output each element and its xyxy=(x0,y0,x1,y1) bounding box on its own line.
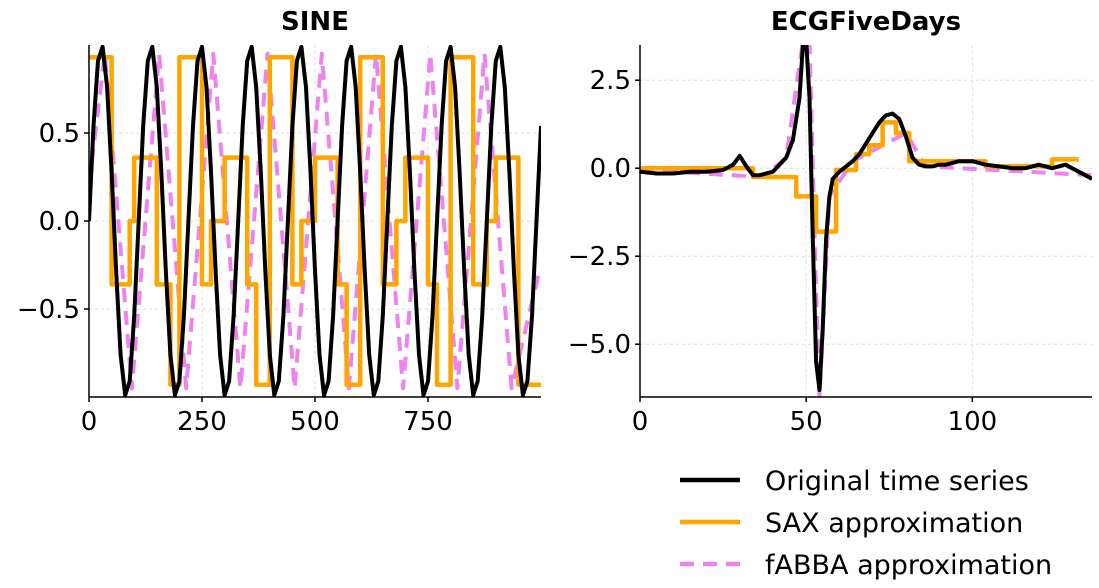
y-tick-label: 2.5 xyxy=(590,66,631,96)
x-tick-label: 50 xyxy=(790,407,823,437)
y-tick-label: −5.0 xyxy=(568,330,631,360)
y-tick-label: 0.0 xyxy=(590,154,631,184)
fabba-legend-label: fABBA approximation xyxy=(765,550,1052,581)
y-tick-label: 0.0 xyxy=(39,207,80,237)
x-tick-label: 250 xyxy=(177,407,227,437)
fabba-series-line xyxy=(89,51,541,391)
chart-title: ECGFiveDays xyxy=(771,7,961,37)
x-tick-label: 100 xyxy=(948,407,998,437)
y-tick-label: 0.5 xyxy=(39,119,80,149)
chart-title: SINE xyxy=(281,7,349,37)
plot-area xyxy=(89,45,541,397)
x-tick-label: 500 xyxy=(290,407,340,437)
sax-legend-label: SAX approximation xyxy=(765,508,1023,539)
sax-series-line xyxy=(640,120,1079,234)
x-tick-label: 0 xyxy=(81,407,98,437)
legend: Original time series SAX approximation fAB… xyxy=(680,466,1052,581)
grid xyxy=(639,45,1092,397)
y-tick-label: −0.5 xyxy=(17,295,80,325)
fabba-series-line xyxy=(640,45,1092,397)
original-legend-label: Original time series xyxy=(765,466,1029,497)
x-tick-label: 0 xyxy=(632,407,649,437)
x-tick-label: 750 xyxy=(403,407,453,437)
ecg-chart-panel: ECGFiveDays 0 50 100 2.5 0.0 −2.5 −5.0 xyxy=(568,7,1092,437)
plot-area xyxy=(640,45,1092,397)
axes: 0 50 100 2.5 0.0 −2.5 −5.0 xyxy=(568,45,1092,437)
sine-chart-panel: SINE 0 250 500 750 0.5 0.0 −0.5 xyxy=(17,7,541,437)
y-tick-label: −2.5 xyxy=(568,242,631,272)
axes: 0 250 500 750 0.5 0.0 −0.5 xyxy=(17,45,541,437)
original-series-line xyxy=(89,45,541,397)
original-series-line xyxy=(640,45,1092,392)
